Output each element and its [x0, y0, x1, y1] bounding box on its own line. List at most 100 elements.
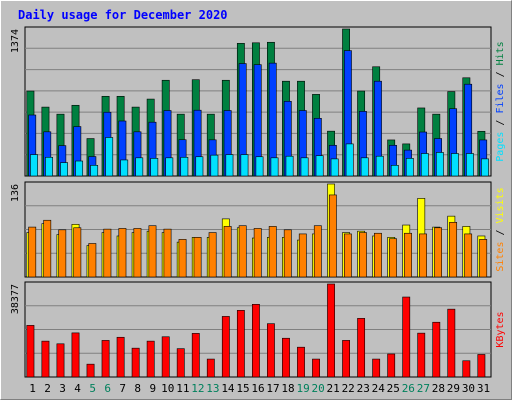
- bar-kbytes-day-11: [176, 348, 185, 378]
- bar-kbytes-day-18: [282, 337, 290, 378]
- bar-sites-day-11: [178, 239, 187, 278]
- bar-sites-day-25: [389, 238, 397, 278]
- x-tick-label-27: 27: [417, 382, 430, 395]
- bar-sites-day-31: [479, 239, 488, 278]
- bar-sites-day-9: [148, 225, 157, 278]
- bar-sites-day-12: [193, 237, 202, 278]
- bar-sites-day-5: [88, 243, 97, 278]
- bar-sites-day-6: [103, 228, 112, 278]
- bar-kbytes-day-4: [71, 332, 80, 378]
- bar-sites-day-20: [313, 225, 322, 278]
- bar-pages-day-3: [60, 162, 68, 177]
- chart-panels: 1374 136 38377: [10, 26, 492, 378]
- bar-pages-day-16: [255, 156, 264, 177]
- right-label-kbytes-part: KBytes: [495, 311, 506, 347]
- x-tick-label-11: 11: [176, 382, 189, 395]
- bar-sites-day-2: [43, 219, 52, 278]
- bar-pages-day-8: [135, 157, 144, 177]
- right-label-kbytes: KBytes: [495, 311, 506, 347]
- bar-pages-day-5: [90, 165, 99, 177]
- bar-pages-day-31: [481, 158, 489, 177]
- bar-sites-day-26: [404, 232, 412, 278]
- bar-kbytes-day-28: [432, 321, 441, 378]
- bar-kbytes-day-3: [56, 343, 65, 378]
- bar-sites-day-14: [223, 226, 232, 278]
- bar-sites-day-13: [208, 232, 217, 278]
- bar-kbytes-day-29: [447, 308, 456, 378]
- bar-pages-day-29: [451, 153, 459, 177]
- right-label-visits-sites-part: Visits: [495, 187, 506, 223]
- x-tick-label-10: 10: [161, 382, 174, 395]
- bar-sites-day-3: [58, 229, 67, 278]
- right-label-visits-sites-part: /: [495, 223, 506, 241]
- bar-sites-day-30: [464, 233, 473, 278]
- bar-kbytes-day-31: [477, 354, 486, 378]
- bar-pages-day-28: [435, 152, 444, 177]
- bar-sites-day-22: [343, 233, 352, 278]
- bar-kbytes-day-1: [26, 325, 35, 378]
- bar-pages-day-21: [330, 158, 339, 177]
- panel-kbytes-max-label: 38377: [10, 284, 21, 314]
- bar-kbytes-day-6: [101, 340, 110, 378]
- bar-kbytes-day-30: [462, 360, 471, 378]
- bar-sites-day-27: [419, 233, 427, 278]
- bar-kbytes-day-23: [357, 318, 366, 378]
- x-tick-label-21: 21: [327, 382, 340, 395]
- bar-sites-day-1: [28, 226, 37, 278]
- bar-pages-day-14: [225, 154, 234, 177]
- bar-pages-day-4: [75, 160, 84, 177]
- bar-kbytes-day-12: [191, 333, 200, 378]
- bar-sites-day-17: [268, 226, 277, 278]
- bar-pages-day-19: [300, 157, 309, 177]
- bar-pages-day-13: [210, 154, 219, 177]
- bar-pages-day-17: [270, 157, 279, 177]
- right-label-hits-files-pages: Pages / Files / Hits: [495, 41, 506, 161]
- x-tick-label-18: 18: [281, 382, 294, 395]
- right-label-hits-files-pages-part: Pages: [495, 132, 506, 162]
- x-tick-label-1: 1: [29, 382, 36, 395]
- x-tick-label-14: 14: [221, 382, 235, 395]
- x-tick-label-24: 24: [372, 382, 386, 395]
- bar-kbytes-day-13: [206, 358, 215, 378]
- bar-sites-day-19: [298, 233, 307, 278]
- x-tick-label-31: 31: [477, 382, 490, 395]
- x-tick-label-25: 25: [387, 382, 400, 395]
- bar-kbytes-day-27: [417, 332, 426, 378]
- x-tick-label-3: 3: [59, 382, 66, 395]
- x-tick-label-8: 8: [134, 382, 141, 395]
- x-tick-label-16: 16: [251, 382, 264, 395]
- x-tick-label-13: 13: [206, 382, 219, 395]
- bar-sites-day-16: [253, 228, 262, 278]
- bar-kbytes-day-9: [146, 340, 155, 378]
- right-label-hits-files-pages-part: /: [495, 65, 506, 83]
- bar-pages-day-12: [195, 156, 204, 177]
- x-tick-label-22: 22: [342, 382, 355, 395]
- x-axis-day-labels: 1 2 3 4 5 6 7 8 9 10 11 12 13 14 15 16 17 18 19 20 21 22 23 24 2…: [29, 382, 490, 395]
- bar-kbytes-day-21: [327, 283, 335, 378]
- bar-pages-day-6: [105, 137, 114, 177]
- right-label-visits-sites: Sites / Visits: [495, 187, 506, 271]
- bar-pages-day-27: [420, 153, 429, 177]
- bar-sites-day-21: [328, 194, 337, 278]
- panel-visits-sites-max-label: 136: [10, 184, 21, 202]
- panel-kbytes: 38377: [10, 281, 492, 378]
- bar-pages-day-10: [165, 157, 174, 177]
- bar-pages-day-20: [315, 155, 324, 177]
- x-tick-label-4: 4: [74, 382, 81, 395]
- bar-kbytes-day-2: [41, 340, 50, 378]
- x-tick-label-19: 19: [296, 382, 309, 395]
- bar-kbytes-day-17: [267, 323, 275, 378]
- bar-pages-day-2: [45, 156, 53, 177]
- panel-hits-files-pages-max-label: 1374: [10, 29, 21, 53]
- x-tick-label-6: 6: [104, 382, 111, 395]
- bar-kbytes-day-25: [387, 353, 396, 378]
- bar-sites-day-28: [434, 227, 443, 278]
- right-label-visits-sites-part: Sites: [495, 242, 506, 272]
- bar-pages-day-23: [360, 157, 369, 177]
- panel-visits-sites: 136: [10, 181, 492, 278]
- chart-title: Daily usage for December 2020: [18, 8, 228, 22]
- bar-kbytes-day-20: [312, 358, 320, 378]
- x-tick-label-9: 9: [149, 382, 156, 395]
